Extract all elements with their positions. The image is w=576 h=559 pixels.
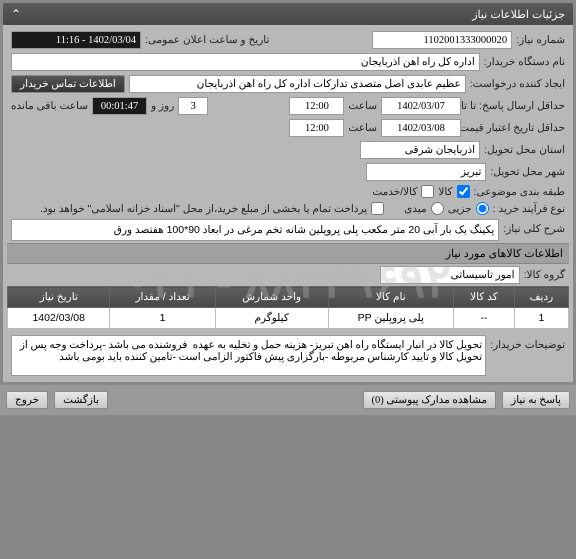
partial-radio[interactable] [476,202,489,215]
buyer-notes-label: توضیحات خریدار: [490,335,565,351]
deadline-time-input[interactable] [289,97,344,115]
buyer-notes-textarea[interactable] [11,335,486,376]
desc-box[interactable]: پکینگ یک بار آبی 20 متر مکعب پلی پروپلین… [11,219,499,241]
collapse-icon[interactable]: ⌃ [11,7,21,21]
col-code: کد کالا [453,287,514,308]
middle-label: میدی [404,203,427,215]
cell-date: 1402/03/08 [8,308,110,329]
col-unit: واحد شمارش [215,287,328,308]
time-label-2: ساعت [348,122,377,134]
details-panel: جزئیات اطلاعات نیاز ⌃ شماره نیاز: تاریخ … [2,2,574,383]
items-table: ردیف کد کالا نام کالا واحد شمارش تعداد /… [7,286,569,329]
group-label: گروه کالا: [524,269,565,281]
city-label: شهر محل تحویل: [490,166,565,178]
payment-note: پرداخت تمام یا بخشی از مبلغ خرید،از محل … [40,203,367,215]
col-name: نام کالا [328,287,453,308]
cell-row: 1 [514,308,568,329]
remaining-time-input [92,97,147,115]
cell-code: -- [453,308,514,329]
col-qty: تعداد / مقدار [110,287,215,308]
buyer-label: نام دستگاه خریدار: [484,56,565,68]
buyer-input[interactable] [11,53,480,71]
remaining-label: ساعت باقی مانده [11,100,88,112]
service-label: کالا/خدمت [372,186,417,198]
need-no-input[interactable] [372,31,512,49]
exit-button[interactable]: خروج [6,391,48,409]
contact-button[interactable]: اطلاعات تماس خریدار [11,75,125,93]
goods-checkbox[interactable] [457,185,470,198]
city-input[interactable] [366,163,486,181]
announce-input [11,31,141,49]
deadline-label: حداقل ارسال پاسخ: تا تاریخ: [465,100,565,112]
col-date: تاریخ نیاز [8,287,110,308]
announce-label: تاریخ و ساعت اعلان عمومی: [145,34,269,46]
validity-time-input[interactable] [289,119,344,137]
creator-label: ایجاد کننده درخواست: [470,78,565,90]
col-row: ردیف [514,287,568,308]
cell-unit: کیلوگرم [215,308,328,329]
group-input[interactable] [380,266,520,284]
need-no-label: شماره نیاز: [516,34,565,46]
creator-input[interactable] [129,75,466,93]
validity-label: حداقل تاریخ اعتبار قیمت: تا تاریخ: [465,122,565,134]
desc-label: شرح کلی نیاز: [503,219,565,235]
deadline-date-input[interactable] [381,97,461,115]
table-row[interactable]: 1 -- پلی پروپلین PP کیلوگرم 1 1402/03/08 [8,308,569,329]
province-label: استان محل تحویل: [484,144,565,156]
back-button[interactable]: بازگشت [54,391,108,409]
service-checkbox[interactable] [421,185,434,198]
attachments-button[interactable]: مشاهده مدارک پیوستی (0) [363,391,497,409]
cell-name: پلی پروپلین PP [328,308,453,329]
partial-label: جزیی [448,203,472,215]
footer-buttons: پاسخ به نیاز مشاهده مدارک پیوستی (0) باز… [0,385,576,415]
cell-qty: 1 [110,308,215,329]
province-input[interactable] [360,141,480,159]
table-header-row: ردیف کد کالا نام کالا واحد شمارش تعداد /… [8,287,569,308]
items-section-title: اطلاعات کالاهای مورد نیاز [7,243,569,264]
panel-body: شماره نیاز: تاریخ و ساعت اعلان عمومی: نا… [3,25,573,382]
panel-header: جزئیات اطلاعات نیاز ⌃ [3,3,573,25]
time-label-1: ساعت [348,100,377,112]
payment-checkbox[interactable] [371,202,384,215]
day-label: روز و [151,100,174,112]
goods-label: کالا [438,186,452,198]
buytype-label: نوع فرآیند خرید : [493,203,565,215]
middle-radio[interactable] [431,202,444,215]
validity-date-input[interactable] [381,119,461,137]
category-label: طبقه بندی موضوعی: [474,186,565,198]
panel-title: جزئیات اطلاعات نیاز [472,8,565,21]
reply-button[interactable]: پاسخ به نیاز [502,391,570,409]
days-left-input [178,97,208,115]
